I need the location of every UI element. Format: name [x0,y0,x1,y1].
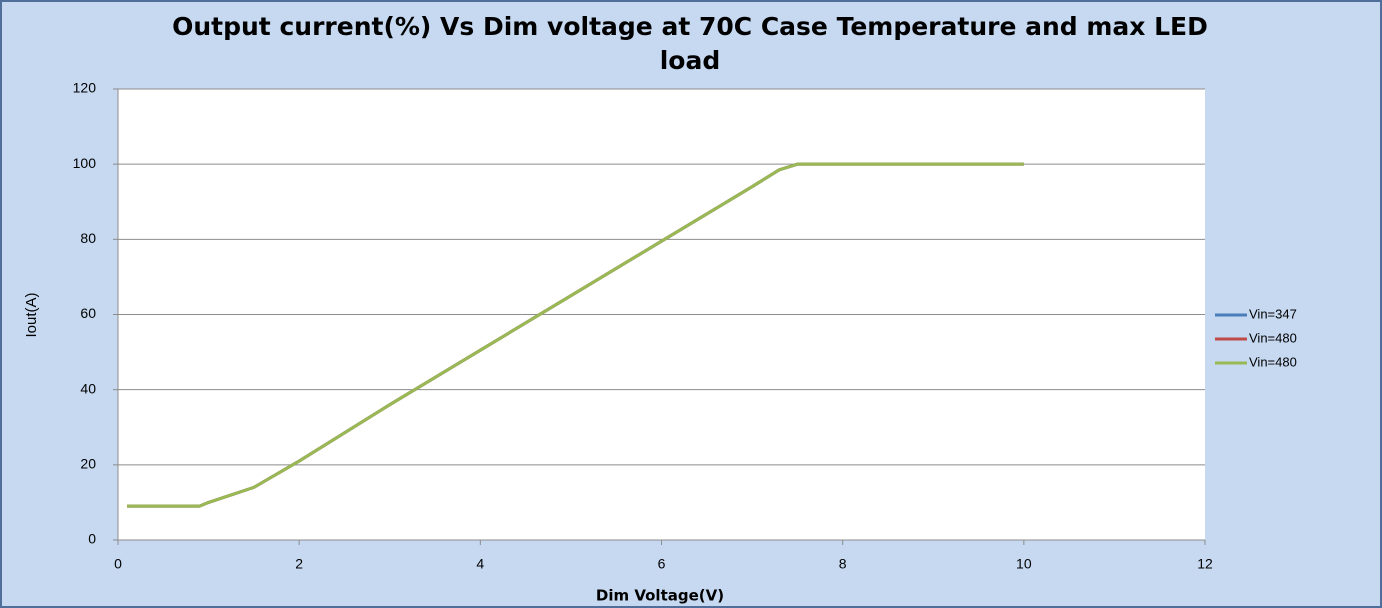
chart-title: Output current(%) Vs Dim voltage at 70C … [172,12,1208,75]
legend-label: Vin=480 [1249,354,1297,369]
x-tick-label: 4 [476,556,484,572]
x-tick-label: 8 [839,556,847,572]
x-tick-label: 6 [658,556,666,572]
y-tick-label: 20 [80,456,96,472]
y-tick-label: 0 [88,531,96,547]
y-tick-label: 100 [73,155,97,171]
x-axis-label: Dim Voltage(V) [596,587,724,605]
y-axis-label: Iout(A) [23,292,40,337]
x-tick-label: 12 [1197,556,1213,572]
title-box: Output current(%) Vs Dim voltage at 70C … [172,12,1208,75]
x-tick-label: 2 [295,556,303,572]
x-tick-label: 0 [114,556,122,572]
legend-label: Vin=480 [1249,330,1297,345]
y-tick-label: 60 [80,305,96,321]
series-line [127,162,1024,508]
y-tick-label: 120 [73,80,97,96]
legend-label: Vin=347 [1249,306,1297,321]
x-tick-label: 10 [1016,556,1032,572]
y-tick-label: 80 [80,230,96,246]
y-tick-label: 40 [80,380,96,396]
